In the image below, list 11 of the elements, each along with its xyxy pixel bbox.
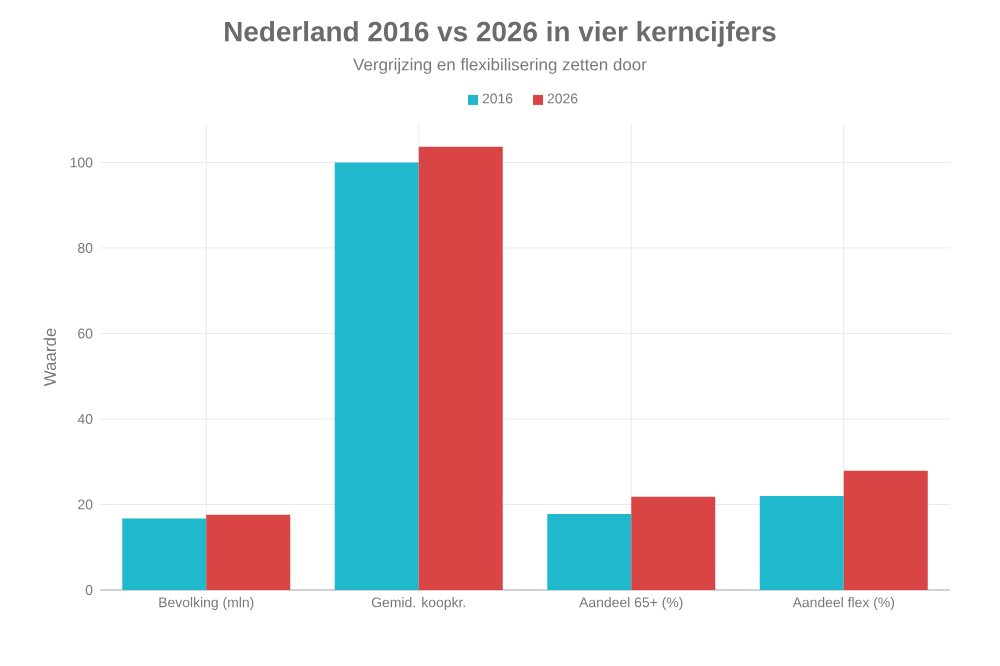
- bar: [843, 470, 928, 590]
- bar: [334, 162, 419, 590]
- chart-subtitle: Vergrijzing en flexibilisering zetten door: [353, 58, 647, 74]
- chart-title: Nederland 2016 vs 2026 in vier kerncijfers: [225, 20, 776, 47]
- bar: [759, 495, 844, 590]
- bar: [418, 146, 503, 590]
- bar: [631, 496, 716, 590]
- y-axis-title: Waarde: [43, 328, 56, 387]
- bar: [547, 513, 632, 590]
- bar: [122, 518, 207, 590]
- bar: [206, 514, 291, 590]
